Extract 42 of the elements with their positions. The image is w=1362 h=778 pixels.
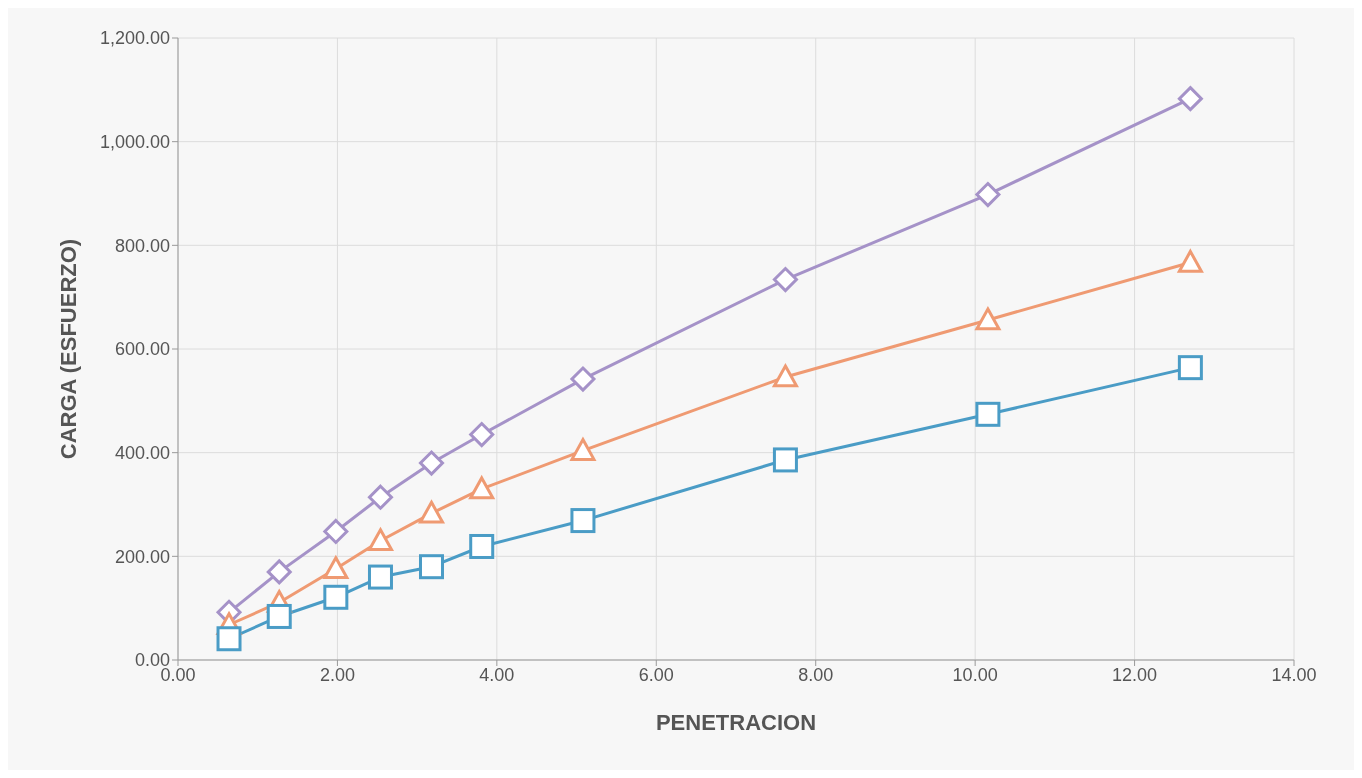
- point: [216, 626, 242, 652]
- point: [418, 450, 444, 476]
- point: [975, 182, 1001, 208]
- point: [772, 364, 798, 388]
- point: [266, 559, 292, 585]
- point: [367, 484, 393, 510]
- y-axis-title: CARGA (ESFUERZO): [55, 238, 81, 460]
- point: [266, 603, 292, 629]
- point: [570, 366, 596, 392]
- y-tick-label: 1,000.00: [99, 132, 170, 153]
- x-tick-label: 8.00: [798, 664, 834, 685]
- y-tick-label: 1,200.00: [99, 28, 170, 49]
- point: [469, 476, 495, 500]
- y-tick-label: 800.00: [114, 235, 170, 256]
- point: [418, 500, 444, 524]
- point: [367, 564, 393, 590]
- point: [772, 447, 798, 473]
- x-axis-title: PENETRACION: [655, 710, 817, 735]
- point: [469, 533, 495, 559]
- point: [367, 528, 393, 552]
- point: [772, 267, 798, 293]
- point: [1177, 86, 1203, 112]
- point: [323, 556, 349, 580]
- x-tick-label: 6.00: [638, 664, 674, 685]
- x-tick-label: 14.00: [1271, 664, 1317, 685]
- point: [1177, 249, 1203, 273]
- point: [323, 518, 349, 544]
- x-tick-label: 12.00: [1112, 664, 1158, 685]
- point: [323, 584, 349, 610]
- point: [570, 438, 596, 461]
- point: [469, 422, 495, 448]
- point: [1177, 355, 1203, 381]
- point: [570, 508, 596, 534]
- x-tick-label: 2.00: [319, 664, 355, 685]
- x-tick-label: 10.00: [952, 664, 998, 685]
- x-tick-label: 4.00: [479, 664, 515, 685]
- point: [418, 554, 444, 580]
- y-tick-label: 600.00: [114, 339, 170, 360]
- y-tick-label: 200.00: [114, 546, 170, 567]
- point: [975, 307, 1001, 331]
- point: [975, 401, 1001, 427]
- y-tick-label: 400.00: [114, 443, 170, 464]
